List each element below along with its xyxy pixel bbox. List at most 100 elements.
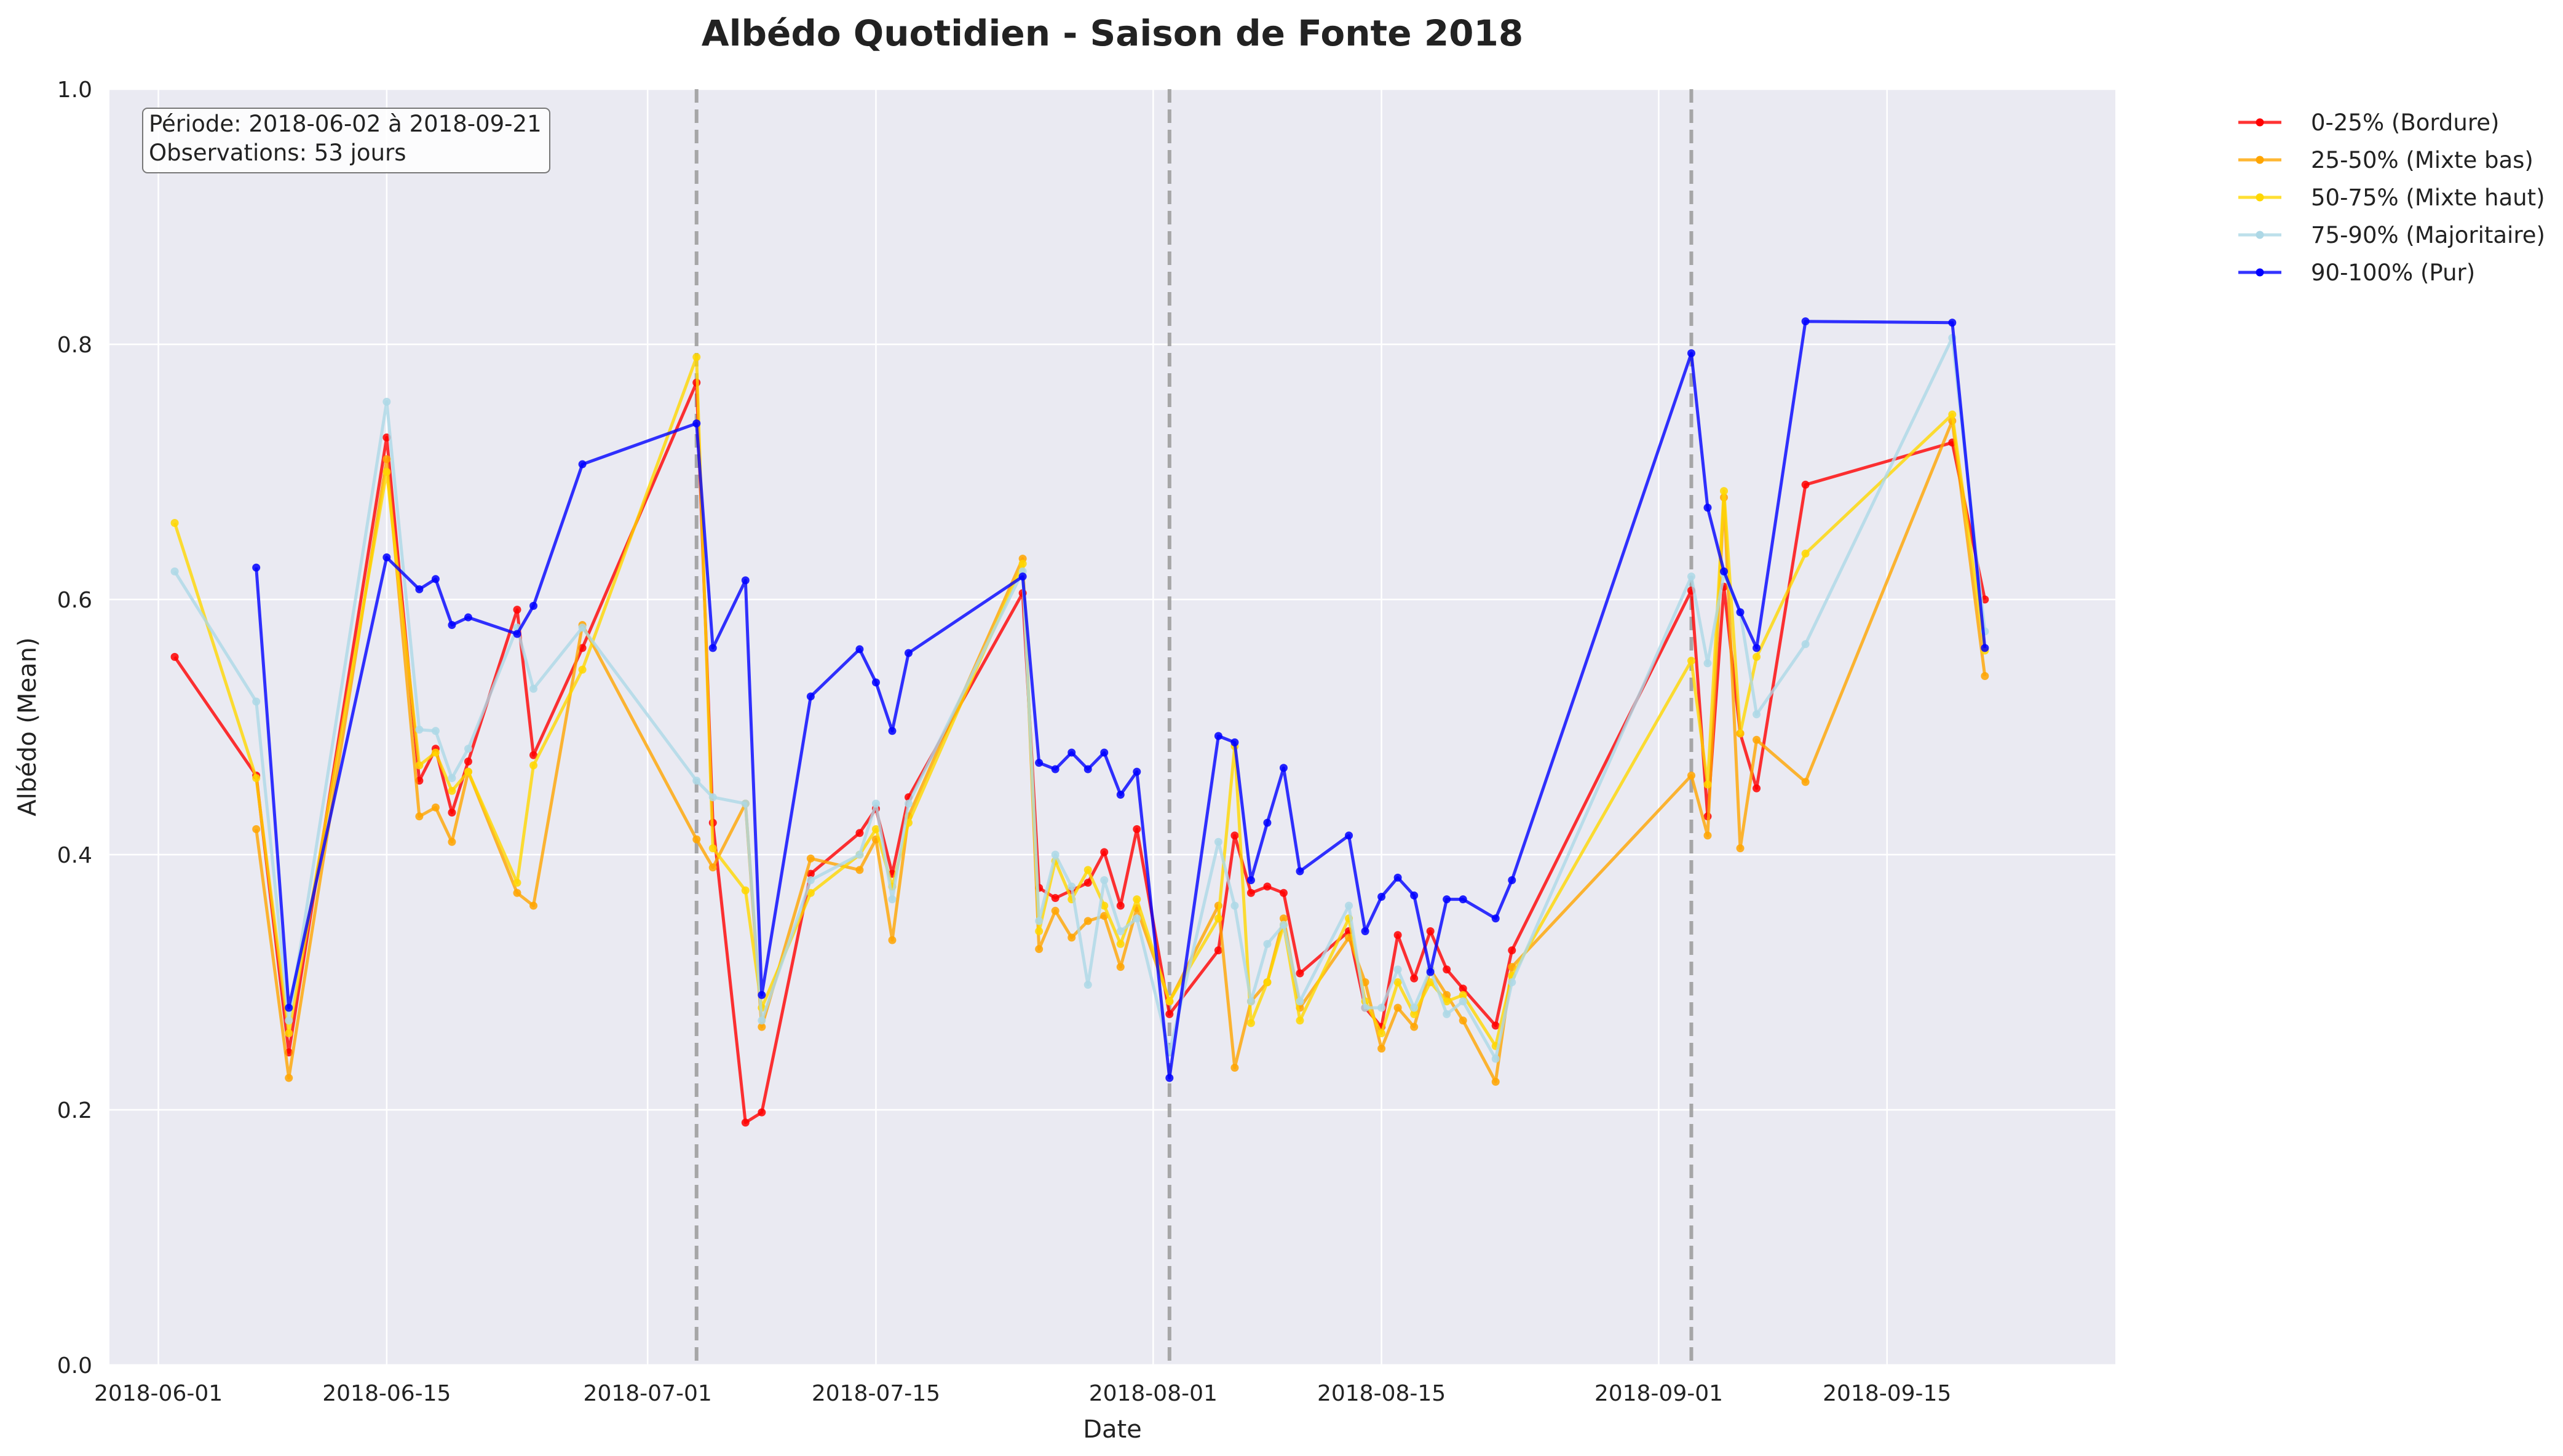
data-point (578, 665, 587, 674)
data-point (741, 1118, 750, 1127)
data-point (464, 758, 472, 766)
info-box-frame (142, 108, 550, 173)
legend-label: 50-75% (Mixte haut) (2311, 184, 2545, 211)
data-point (1720, 567, 1729, 576)
data-point (1263, 978, 1272, 986)
plot-area (109, 89, 2115, 1365)
data-point (1296, 997, 1304, 1006)
data-point (1948, 410, 1957, 419)
data-point (692, 777, 701, 785)
data-point (1703, 504, 1712, 512)
data-point (431, 575, 440, 584)
data-point (415, 726, 424, 734)
data-point (431, 803, 440, 812)
data-point (1377, 1044, 1386, 1053)
data-point (1801, 549, 1810, 558)
data-point (1068, 748, 1076, 757)
data-point (285, 1029, 293, 1037)
legend-entry: 50-75% (Mixte haut) (2238, 184, 2545, 211)
data-point (1508, 978, 1516, 986)
data-point (1246, 876, 1255, 884)
data-point (1018, 560, 1027, 568)
data-point (1345, 901, 1353, 910)
data-point (1083, 879, 1092, 887)
data-point (1687, 572, 1695, 581)
data-point (1051, 765, 1060, 774)
data-point (448, 621, 456, 629)
data-point (252, 697, 261, 706)
x-tick-label: 2018-09-01 (1594, 1381, 1723, 1406)
data-point (1736, 844, 1745, 853)
data-point (285, 1074, 293, 1082)
data-point (1948, 318, 1957, 327)
data-point (1296, 867, 1304, 876)
legend-marker (2256, 231, 2264, 239)
data-point (1116, 940, 1125, 948)
legend-marker (2256, 118, 2264, 127)
data-point (1361, 1003, 1369, 1012)
reference-lines (694, 89, 1693, 1365)
legend: 0-25% (Bordure) 25-50% (Mixte bas) 50-75% … (2238, 109, 2545, 286)
data-point (529, 901, 538, 910)
data-point (1263, 818, 1272, 827)
data-point (1459, 997, 1467, 1006)
data-point (806, 876, 815, 884)
data-point (1393, 931, 1402, 940)
data-point (252, 563, 261, 572)
data-point (464, 767, 472, 776)
data-point (448, 774, 456, 782)
y-tick-label: 1.0 (57, 77, 92, 103)
data-point (1393, 1003, 1402, 1012)
data-point (855, 645, 864, 654)
data-point (692, 419, 701, 428)
data-point (1083, 866, 1092, 874)
data-point (1443, 1010, 1451, 1018)
data-point (1508, 876, 1516, 884)
data-point (1246, 888, 1255, 897)
data-point (1377, 1003, 1386, 1012)
data-point (1246, 997, 1255, 1006)
data-point (1491, 1077, 1500, 1086)
data-point (1116, 927, 1125, 935)
data-point (1068, 933, 1076, 942)
data-point (285, 1003, 293, 1012)
data-point (1345, 831, 1353, 840)
data-point (758, 991, 766, 999)
data-point (1296, 969, 1304, 978)
data-point (170, 652, 179, 661)
data-point (1051, 894, 1060, 903)
data-point (170, 567, 179, 576)
data-point (1753, 644, 1761, 652)
data-point (855, 829, 864, 837)
axis-ticks: 0.0 0.2 0.4 0.6 0.8 1.0 2018-06-01 2018-06-15 20… (57, 77, 1952, 1406)
data-point (1051, 850, 1060, 859)
legend-marker (2256, 156, 2264, 164)
data-point (871, 825, 880, 833)
data-point (1459, 1016, 1467, 1025)
y-tick-label: 0.4 (57, 843, 92, 868)
data-point (1736, 608, 1745, 617)
data-point (1133, 767, 1141, 776)
data-point (904, 649, 913, 657)
data-point (1753, 710, 1761, 719)
data-point (1279, 888, 1288, 897)
data-point (1410, 974, 1419, 983)
data-point (1296, 1016, 1304, 1025)
data-point (741, 799, 750, 808)
y-tick-label: 0.6 (57, 588, 92, 613)
data-point (1410, 1023, 1419, 1031)
data-point (1426, 927, 1435, 935)
legend-marker (2256, 193, 2264, 202)
data-point (758, 1016, 766, 1025)
data-point (1377, 892, 1386, 901)
data-point (1393, 873, 1402, 882)
data-point (1459, 895, 1467, 904)
data-point (1443, 997, 1451, 1006)
data-point (529, 761, 538, 770)
data-point (741, 576, 750, 585)
data-point (1230, 901, 1239, 910)
data-point (1214, 946, 1222, 955)
data-point (1981, 672, 1989, 680)
data-point (382, 455, 391, 464)
